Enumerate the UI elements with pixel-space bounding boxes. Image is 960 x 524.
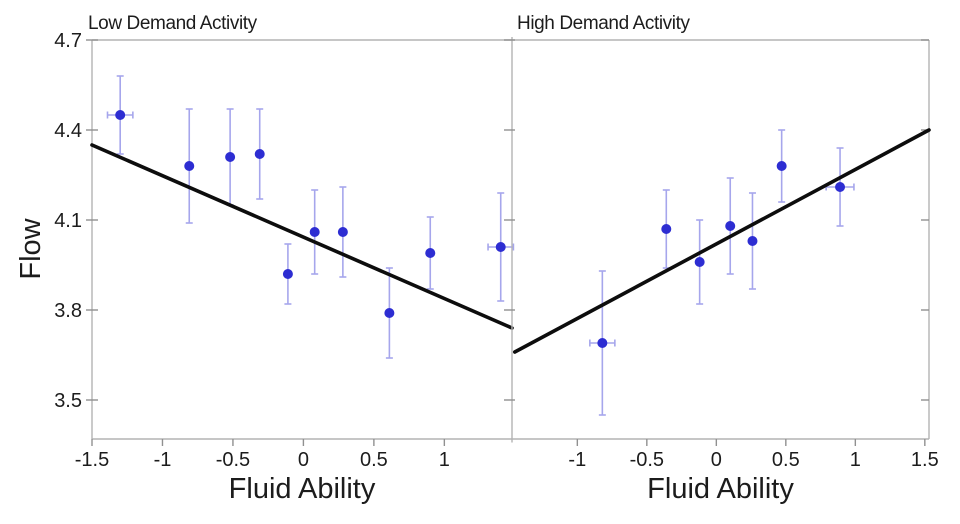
x-tick-label: -1 xyxy=(568,449,586,471)
x-tick-label: 0.5 xyxy=(360,449,388,471)
data-point xyxy=(384,308,395,318)
y-tick-label: 3.8 xyxy=(54,300,82,322)
y-tick-label: 4.7 xyxy=(54,30,82,52)
data-point xyxy=(282,269,293,279)
data-point xyxy=(747,236,758,246)
x-tick-label: -1 xyxy=(154,449,172,471)
y-axis-label: Flow xyxy=(14,218,47,280)
x-axis-label-left: Fluid Ability xyxy=(228,473,376,505)
data-point xyxy=(337,227,348,237)
x-tick-label: -0.5 xyxy=(216,449,250,471)
panel-title-high-demand: High Demand Activity xyxy=(517,13,690,34)
trend-line xyxy=(512,128,931,354)
data-point xyxy=(225,152,236,162)
data-point xyxy=(661,224,672,234)
panel-title-low-demand: Low Demand Activity xyxy=(88,13,257,34)
x-tick-label: 0.5 xyxy=(772,449,800,471)
data-point xyxy=(776,161,787,171)
x-tick-label: 1 xyxy=(850,449,861,471)
x-tick-label: -0.5 xyxy=(630,449,664,471)
data-point xyxy=(115,110,126,120)
y-tick-label: 3.5 xyxy=(54,390,82,412)
y-tick-label: 4.1 xyxy=(54,210,82,232)
data-point xyxy=(835,182,846,192)
y-tick-label: 4.4 xyxy=(54,120,82,142)
x-axis-label-right: Fluid Ability xyxy=(647,473,794,505)
x-tick-label: 0 xyxy=(711,449,722,471)
trend-line xyxy=(90,143,514,330)
data-point xyxy=(597,338,608,348)
data-point xyxy=(184,161,195,171)
data-point xyxy=(694,257,705,267)
data-point xyxy=(495,242,506,252)
x-tick-label: 1 xyxy=(439,449,450,471)
x-tick-label: 1.5 xyxy=(911,449,939,471)
x-tick-label: -1.5 xyxy=(75,449,109,471)
data-point xyxy=(309,227,320,237)
data-point xyxy=(425,248,436,258)
data-point xyxy=(254,149,265,159)
x-tick-label: 0 xyxy=(298,449,309,471)
data-point xyxy=(725,221,736,231)
